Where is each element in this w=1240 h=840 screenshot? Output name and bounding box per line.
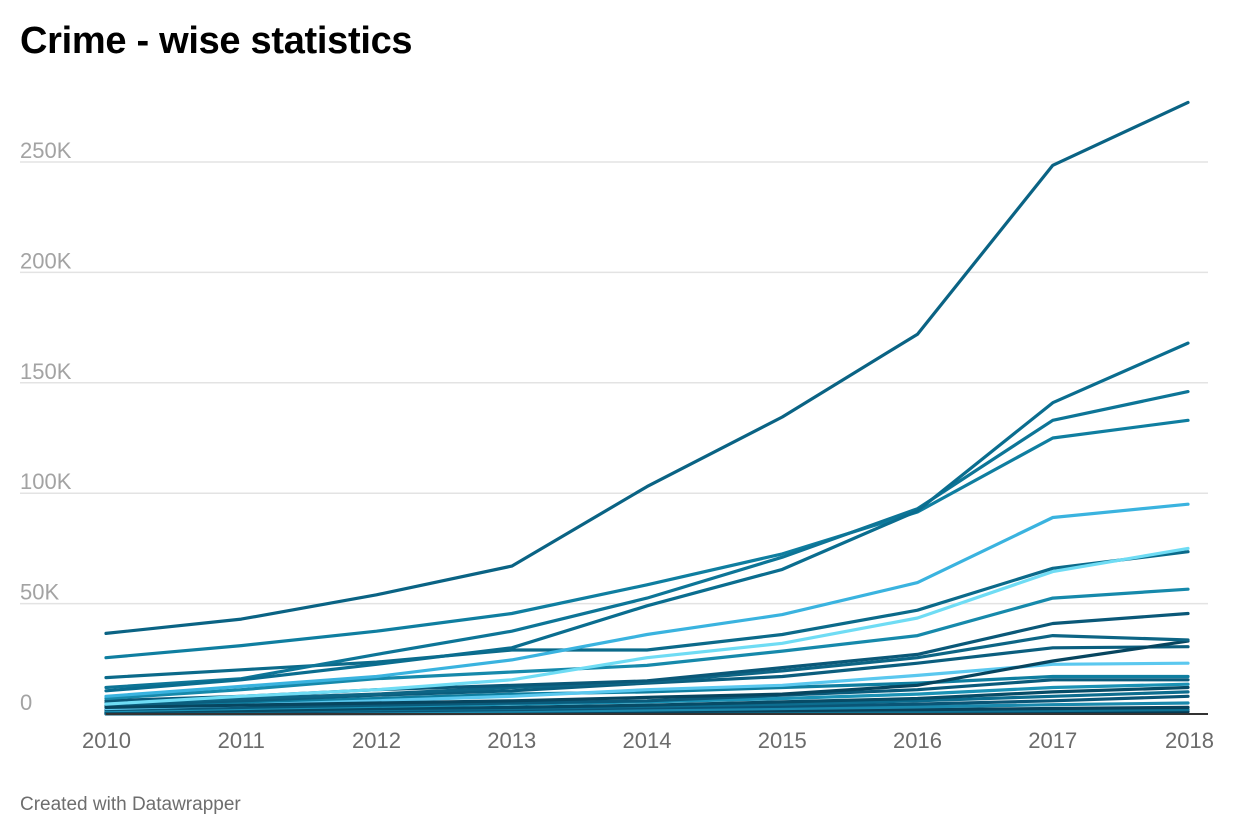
x-tick-label: 2011: [218, 728, 265, 753]
x-tick-label: 2015: [758, 728, 807, 753]
series-line-14: [104, 678, 1190, 712]
series-line-7: [104, 587, 1190, 701]
x-tick-label: 2013: [487, 728, 536, 753]
x-tick-label: 2017: [1028, 728, 1077, 753]
x-tick-label: 2016: [893, 728, 942, 753]
chart-title: Crime - wise statistics: [20, 20, 413, 62]
series-line-13: [104, 674, 1190, 708]
series-line-16: [104, 685, 1190, 714]
y-tick-label: 50K: [20, 580, 59, 605]
series-line-5: [104, 546, 1190, 706]
y-tick-label: 200K: [20, 248, 72, 273]
series-line-1: [104, 341, 1190, 693]
y-tick-label: 150K: [20, 359, 72, 384]
x-tick-label: 2012: [352, 728, 401, 753]
x-tick-label: 2010: [82, 728, 131, 753]
series-line-2: [104, 390, 1190, 690]
series-line-6: [104, 550, 1190, 680]
x-tick-label: 2014: [623, 728, 672, 753]
credit-text: Created with Datawrapper: [20, 794, 241, 815]
gridlines: [20, 161, 1208, 605]
series-line-4: [104, 502, 1190, 698]
series-line-3: [104, 418, 1190, 660]
series-lines: [104, 100, 1190, 716]
y-tick-label: 0: [20, 690, 32, 715]
x-tick-label: 2018: [1165, 728, 1214, 753]
series-line-0: [104, 100, 1190, 636]
y-tick-label: 100K: [20, 469, 72, 494]
y-tick-label: 250K: [20, 138, 72, 163]
series-line-10: [104, 639, 1190, 710]
y-axis-tick-labels: 0 50K 100K 150K 200K 250K: [20, 138, 72, 715]
x-axis-tick-labels: 2010 2011 2012 2013 2014 2015 2016 2017 2018: [82, 728, 1214, 753]
